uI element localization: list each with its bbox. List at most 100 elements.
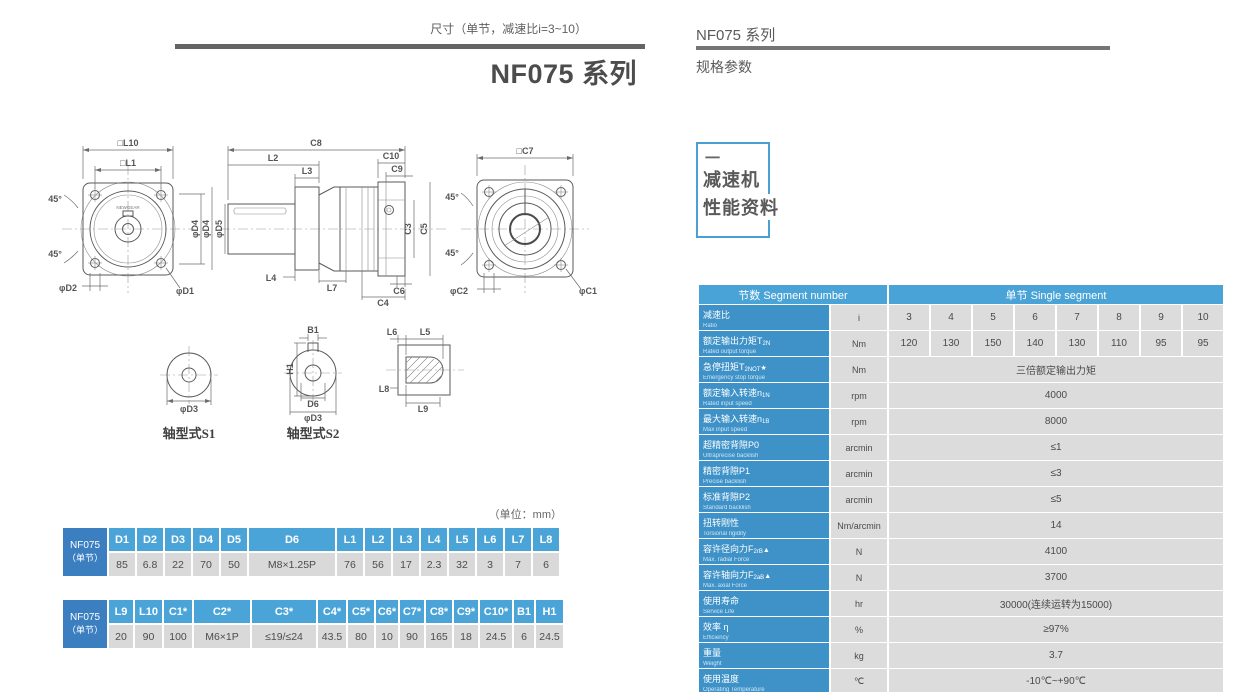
dim-col-header: D5 [221, 528, 247, 551]
spec-value-cell: 4 [931, 305, 971, 330]
dim-C9: C9 [391, 164, 403, 174]
spec-label-en: Emergency stop torque [703, 375, 766, 381]
dim-col-header: L2 [365, 528, 391, 551]
spec-value-span-cell: 30000(连续运转为15000) [889, 591, 1223, 616]
dim-value-cell: 3 [477, 553, 503, 576]
spec-header-single-segment: 单节 Single segment [889, 285, 1223, 304]
dim-value-cell: 56 [365, 553, 391, 576]
dim-value-cell: 24.5 [536, 625, 563, 648]
spec-value-cell: 95 [1141, 331, 1181, 356]
ring-brand-text: NEWGEAR [116, 205, 140, 210]
spec-label-zh: 扭转刚性 [703, 518, 740, 528]
spec-row: 重量 Weight kg 3.7 [699, 643, 1223, 668]
dim-L5: L5 [420, 327, 431, 337]
model-name: NF075 [69, 612, 100, 624]
spec-unit-cell: arcmin [831, 435, 887, 460]
spec-label-suffix: ▲ [762, 547, 770, 554]
dim-C4: C4 [377, 298, 389, 308]
performance-dash: 一 [705, 150, 721, 167]
spec-value-cell: 6 [1015, 305, 1055, 330]
dim-C7: □C7 [517, 146, 534, 156]
spec-header-segment-number: 节数 Segment number [699, 285, 887, 304]
model-stub: NF075 （单节） [63, 600, 107, 648]
spec-value-span-cell: 三倍额定输出力矩 [889, 357, 1223, 382]
dim-col-header: C6* [376, 600, 398, 623]
dim-col-header: L6 [477, 528, 503, 551]
rear-view: □C7 45° 45° φC2 φC1 [445, 146, 597, 296]
shaft-type-s1: φD3 轴型式S1 [160, 346, 218, 441]
spec-row-label: 减速比 Ratio [699, 305, 829, 330]
spec-label-zh: 急停扭矩T [703, 362, 745, 372]
spec-label-zh: 额定输入转速n [703, 388, 763, 398]
spec-label-en: Rated output torque [703, 349, 757, 355]
spec-label-en: Service Life [703, 609, 735, 615]
dim-value-cell: 2.3 [421, 553, 447, 576]
dim-C10: C10 [383, 151, 400, 161]
dim-C2: φC2 [450, 286, 468, 296]
dim-C1: φC1 [579, 286, 597, 296]
dim-col-header: D1 [109, 528, 135, 551]
dim-col-header: L7 [505, 528, 531, 551]
spec-label-zh: 重量 [703, 648, 722, 658]
spec-unit-cell: arcmin [831, 487, 887, 512]
dim-col-header: C3* [252, 600, 316, 623]
spec-value-cell: 120 [889, 331, 929, 356]
dim-value-cell: 90 [135, 625, 162, 648]
spec-value-span-cell: ≤3 [889, 461, 1223, 486]
spec-label-en: Torsional rigidity [703, 531, 747, 537]
spec-row: 容许径向力F2rB▲ Max. radial Force N 4100 [699, 539, 1223, 564]
dim-45-rear-2: 45° [445, 248, 459, 258]
caption-s2: 轴型式S2 [287, 426, 340, 441]
dimension-table: NF075 （单节） L9 L10 C1* C2* C3* C4* C5* C6* C7* C8* C9… [61, 598, 565, 650]
dim-D3-s2: φD3 [304, 413, 322, 423]
dim-C8: C8 [310, 138, 322, 148]
dim-col-header: B1 [514, 600, 534, 623]
spec-value-cell: 3 [889, 305, 929, 330]
performance-label-box [696, 142, 770, 238]
dim-C3: C3 [403, 223, 413, 235]
left-title-rule [175, 44, 645, 49]
spec-row-label: 最大输入转速n1B Max input speed [699, 409, 829, 434]
dim-value-cell: 17 [393, 553, 419, 576]
spec-row-label: 超精密背隙P0 Ultraprecise backlish [699, 435, 829, 460]
dim-value-cell: 6 [533, 553, 559, 576]
dim-B1: B1 [307, 325, 319, 335]
spec-label-subscript: 2aB [753, 575, 765, 581]
spec-value-cell: 130 [1057, 331, 1097, 356]
dim-L3: L3 [302, 166, 313, 176]
spec-row: 使用温度 Operating Temperature ℃ -10℃~+90℃ [699, 669, 1223, 692]
spec-row: 超精密背隙P0 Ultraprecise backlish arcmin ≤1 [699, 435, 1223, 460]
spec-row-label: 容许径向力F2rB▲ Max. radial Force [699, 539, 829, 564]
spec-label-suffix: ▲ [764, 573, 772, 580]
dim-value-cell: M6×1P [194, 625, 250, 648]
spec-label-subscript: 1B [762, 419, 770, 425]
dim-col-header: L3 [393, 528, 419, 551]
dim-value-cell: 165 [426, 625, 452, 648]
dim-col-header: C1* [164, 600, 192, 623]
spec-label-zh: 最大输入转速n [703, 414, 763, 424]
spec-unit-cell: ℃ [831, 669, 887, 692]
spec-row: 容许轴向力F2aB▲ Max. axial Force N 3700 [699, 565, 1223, 590]
dim-col-header: C2* [194, 600, 250, 623]
dim-45-front-2: 45° [48, 249, 62, 259]
spec-row: 减速比 Ratio i 3 4 5 6 7 8 9 10 [699, 305, 1223, 330]
spec-parameter-table: 节数 Segment number 单节 Single segment 减速比 Rat… [697, 284, 1225, 692]
spec-unit-cell: Nm [831, 331, 887, 356]
spec-value-span-cell: 3.7 [889, 643, 1223, 668]
shaft-end-detail: L6 L5 L8 L9 [379, 327, 464, 414]
spec-row-label: 额定输入转速n1N Rated input speed [699, 383, 829, 408]
performance-label-line2: 性能资料 [703, 194, 782, 220]
dim-H1: H1 [285, 363, 295, 375]
spec-row: 额定输出力矩T2N Rated output torque Nm 120 130 150 1… [699, 331, 1223, 356]
spec-label-subscript: 2NOT [744, 367, 761, 373]
unit-note: （单位：mm） [488, 509, 562, 521]
dim-D3-s1: φD3 [180, 404, 198, 414]
dim-col-header: C7* [400, 600, 424, 623]
spec-value-span-cell: ≥97% [889, 617, 1223, 642]
dim-value-cell: 100 [164, 625, 192, 648]
spec-row-label: 重量 Weight [699, 643, 829, 668]
dim-col-header: C8* [426, 600, 452, 623]
spec-value-span-cell: 4000 [889, 383, 1223, 408]
dim-col-header: C10* [480, 600, 512, 623]
dimension-drawing: NEWGEAR □L10 □L1 φD4 45° 45° φD2 φD1 [48, 138, 597, 441]
